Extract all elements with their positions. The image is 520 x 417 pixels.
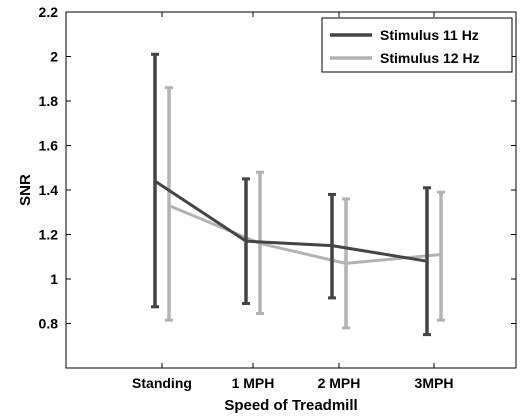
y-axis-title: SNR bbox=[17, 174, 34, 206]
y-tick-label: 2.2 bbox=[39, 4, 59, 20]
y-axis: 0.8 1 1.2 1.4 1.6 1.8 2 2.2 bbox=[39, 4, 516, 332]
legend-label: Stimulus 12 Hz bbox=[380, 50, 480, 66]
y-tick-label: 1.8 bbox=[39, 93, 59, 109]
series-layer bbox=[151, 52, 445, 337]
x-tick-label: 1 MPH bbox=[232, 375, 275, 391]
series-line bbox=[168, 204, 442, 265]
series-line bbox=[154, 179, 428, 263]
legend-box bbox=[321, 17, 513, 73]
legend: Stimulus 11 Hz Stimulus 12 Hz bbox=[321, 17, 513, 73]
x-tick-label: Standing bbox=[132, 375, 192, 391]
y-tick-label: 1.2 bbox=[39, 227, 59, 243]
legend-label: Stimulus 11 Hz bbox=[380, 27, 479, 43]
x-axis: Standing 1 MPH 2 MPH 3MPH bbox=[132, 12, 453, 391]
x-axis-title: Speed of Treadmill bbox=[224, 397, 357, 414]
x-tick-label: 2 MPH bbox=[318, 375, 361, 391]
y-tick-label: 1.4 bbox=[39, 182, 59, 198]
y-tick-label: 0.8 bbox=[39, 316, 59, 332]
y-tick-label: 1.6 bbox=[39, 138, 59, 154]
x-tick-label: 3MPH bbox=[415, 375, 454, 391]
y-tick-label: 2 bbox=[50, 49, 58, 65]
y-tick-label: 1 bbox=[50, 271, 58, 287]
